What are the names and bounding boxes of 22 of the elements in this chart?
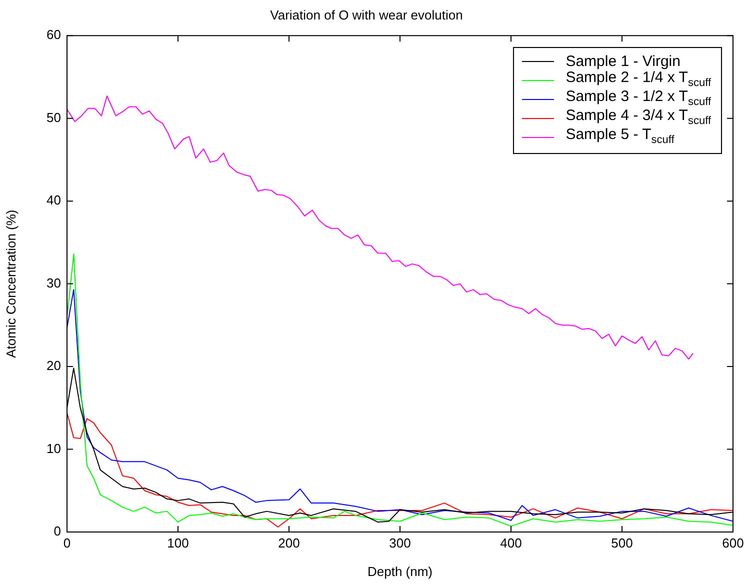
legend-label: Sample 3 - 1/2 x T$_{scuff}$	[566, 88, 711, 108]
y-tick-label: 30	[46, 275, 61, 290]
y-tick-label: 0	[54, 524, 61, 539]
x-tick-label: 200	[278, 535, 300, 550]
legend-label: Sample 1 - Virgin	[566, 53, 680, 70]
x-tick-label: 300	[389, 535, 411, 550]
x-tick-label: 500	[611, 535, 633, 550]
legend-label: Sample 5 - T$_{scuff}$	[566, 126, 674, 148]
y-tick-label: 50	[46, 110, 61, 125]
x-tick-label: 400	[500, 535, 522, 550]
x-tick-label: 0	[63, 535, 71, 550]
y-tick-label: 10	[46, 440, 61, 456]
y-tick-label: 60	[46, 27, 61, 42]
y-axis-title: Atomic Concentration (%)	[3, 210, 18, 358]
y-tick-label: 40	[46, 192, 61, 208]
legend-label: Sample 4 - 3/4 x T$_{scuff}$	[566, 107, 711, 127]
legend-label: Sample 2 - 1/4 x T$_{scuff}$	[566, 69, 711, 89]
chart-title: Variation of O with wear evolution	[270, 7, 463, 22]
x-tick-label: 100	[167, 535, 189, 550]
x-axis-title: Depth (nm)	[367, 564, 433, 579]
x-tick-label: 600	[722, 535, 744, 550]
y-tick-label: 20	[46, 358, 61, 374]
